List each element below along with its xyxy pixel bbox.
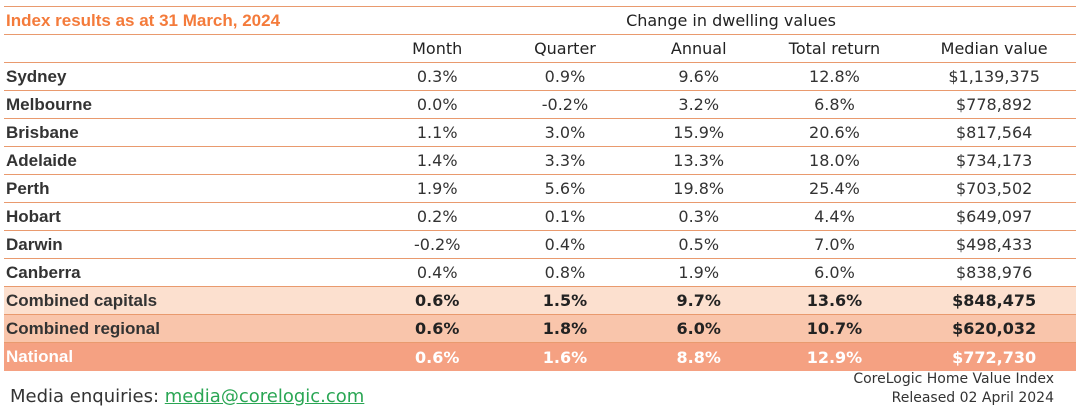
- source-note: CoreLogic Home Value Index Released 02 A…: [853, 370, 1054, 408]
- cell-quarter: 0.1%: [544, 207, 586, 226]
- cell-total-return: 4.4%: [814, 207, 855, 226]
- region-name: Combined regional: [6, 318, 160, 338]
- cell-median: $778,892: [955, 95, 1033, 114]
- region-name: Canberra: [6, 262, 81, 282]
- cell-month: 0.2%: [416, 207, 458, 226]
- cell-month: 1.9%: [416, 179, 458, 198]
- cell-quarter: 0.9%: [544, 67, 586, 86]
- cell-month: 0.4%: [416, 263, 458, 282]
- index-results-table: Index results as at 31 March, 2024 Chang…: [4, 6, 1076, 371]
- cell-month: 1.4%: [416, 151, 458, 170]
- cell-total-return: 10.7%: [806, 319, 863, 338]
- cell-total-return: 12.9%: [806, 347, 863, 367]
- cell-total-return: 12.8%: [809, 67, 860, 86]
- cell-annual: 19.8%: [673, 179, 725, 198]
- cell-median: $838,976: [955, 263, 1033, 282]
- table-row: Sydney 0.3% 0.9% 9.6% 12.8% $1,139,375: [4, 63, 1076, 91]
- cell-total-return: 6.8%: [814, 95, 855, 114]
- table-row: Darwin -0.2% 0.4% 0.5% 7.0% $498,433: [4, 231, 1076, 259]
- region-name: Darwin: [6, 234, 63, 254]
- table-row: Perth 1.9% 5.6% 19.8% 25.4% $703,502: [4, 175, 1076, 203]
- cell-median: $703,502: [955, 179, 1033, 198]
- region-name: Sydney: [6, 66, 67, 86]
- cell-quarter: 0.4%: [544, 235, 586, 254]
- column-header-median-value: Median value: [940, 39, 1048, 58]
- cell-median: $848,475: [952, 291, 1037, 310]
- cell-median: $498,433: [955, 235, 1033, 254]
- cell-annual: 1.9%: [678, 263, 720, 282]
- cell-total-return: 6.0%: [814, 263, 855, 282]
- column-header-annual: Annual: [670, 39, 727, 58]
- table-row: Brisbane 1.1% 3.0% 15.9% 20.6% $817,564: [4, 119, 1076, 147]
- column-header-total-return: Total return: [788, 39, 881, 58]
- cell-month: 0.6%: [415, 291, 460, 310]
- cell-month: 0.0%: [416, 95, 458, 114]
- cell-quarter: 1.8%: [542, 319, 588, 338]
- table-row: Hobart 0.2% 0.1% 0.3% 4.4% $649,097: [4, 203, 1076, 231]
- cell-annual: 6.0%: [676, 319, 721, 338]
- cell-median: $620,032: [952, 319, 1037, 338]
- cell-total-return: 20.6%: [809, 123, 860, 142]
- region-name: Perth: [6, 178, 50, 198]
- table-row: Combined regional 0.6% 1.8% 6.0% 10.7% $620,0…: [4, 315, 1076, 343]
- table-row: Combined capitals 0.6% 1.5% 9.7% 13.6% $848,4…: [4, 287, 1076, 315]
- cell-annual: 0.5%: [678, 235, 720, 254]
- cell-month: 1.1%: [416, 123, 458, 142]
- cell-quarter: -0.2%: [541, 95, 589, 114]
- cell-total-return: 13.6%: [806, 291, 863, 310]
- region-name: Brisbane: [6, 122, 79, 142]
- table-title: Index results as at 31 March, 2024: [6, 10, 281, 30]
- cell-annual: 9.7%: [676, 291, 721, 310]
- cell-total-return: 25.4%: [809, 179, 860, 198]
- cell-month: 0.3%: [416, 67, 458, 86]
- release-date: Released 02 April 2024: [891, 390, 1054, 406]
- cell-month: 0.6%: [415, 347, 460, 367]
- column-header-row: Month Quarter Annual Total return Median…: [4, 35, 1076, 63]
- cell-total-return: 18.0%: [809, 151, 860, 170]
- region-name: Combined capitals: [6, 290, 158, 310]
- cell-month: 0.6%: [415, 319, 460, 338]
- table-row: Melbourne 0.0% -0.2% 3.2% 6.8% $778,892: [4, 91, 1076, 119]
- media-label: Media enquiries:: [10, 386, 160, 407]
- table-row: National 0.6% 1.6% 8.8% 12.9% $772,730: [4, 343, 1076, 371]
- media-email-link[interactable]: media@corelogic.com: [164, 386, 365, 407]
- cell-annual: 15.9%: [673, 123, 725, 142]
- cell-annual: 3.2%: [678, 95, 720, 114]
- cell-median: $734,173: [955, 151, 1033, 170]
- cell-median: $649,097: [955, 207, 1033, 226]
- cell-annual: 0.3%: [678, 207, 720, 226]
- region-name: Adelaide: [6, 150, 77, 170]
- cell-median: $772,730: [952, 347, 1037, 367]
- region-name: Hobart: [6, 206, 61, 226]
- table-title-row: Index results as at 31 March, 2024 Chang…: [4, 7, 1076, 35]
- region-name: National: [6, 347, 74, 366]
- cell-month: -0.2%: [413, 235, 461, 254]
- table-row: Adelaide 1.4% 3.3% 13.3% 18.0% $734,173: [4, 147, 1076, 175]
- cell-quarter: 1.5%: [542, 291, 588, 310]
- cell-annual: 8.8%: [676, 347, 721, 367]
- media-enquiries: Media enquiries: media@corelogic.com: [10, 386, 364, 407]
- cell-median: $817,564: [955, 123, 1033, 142]
- cell-total-return: 7.0%: [814, 235, 855, 254]
- table-row: Canberra 0.4% 0.8% 1.9% 6.0% $838,976: [4, 259, 1076, 287]
- group-header: Change in dwelling values: [626, 11, 836, 30]
- source-title: CoreLogic Home Value Index: [853, 371, 1054, 387]
- cell-quarter: 5.6%: [544, 179, 586, 198]
- cell-median: $1,139,375: [948, 67, 1040, 86]
- region-name: Melbourne: [6, 94, 92, 114]
- cell-quarter: 3.3%: [544, 151, 586, 170]
- column-header-month: Month: [412, 39, 463, 58]
- cell-quarter: 1.6%: [542, 347, 588, 367]
- cell-annual: 9.6%: [678, 67, 720, 86]
- column-header-quarter: Quarter: [534, 39, 596, 58]
- cell-quarter: 0.8%: [544, 263, 586, 282]
- table-body: Sydney 0.3% 0.9% 9.6% 12.8% $1,139,375 Melbour…: [4, 63, 1076, 371]
- cell-quarter: 3.0%: [544, 123, 586, 142]
- cell-annual: 13.3%: [673, 151, 725, 170]
